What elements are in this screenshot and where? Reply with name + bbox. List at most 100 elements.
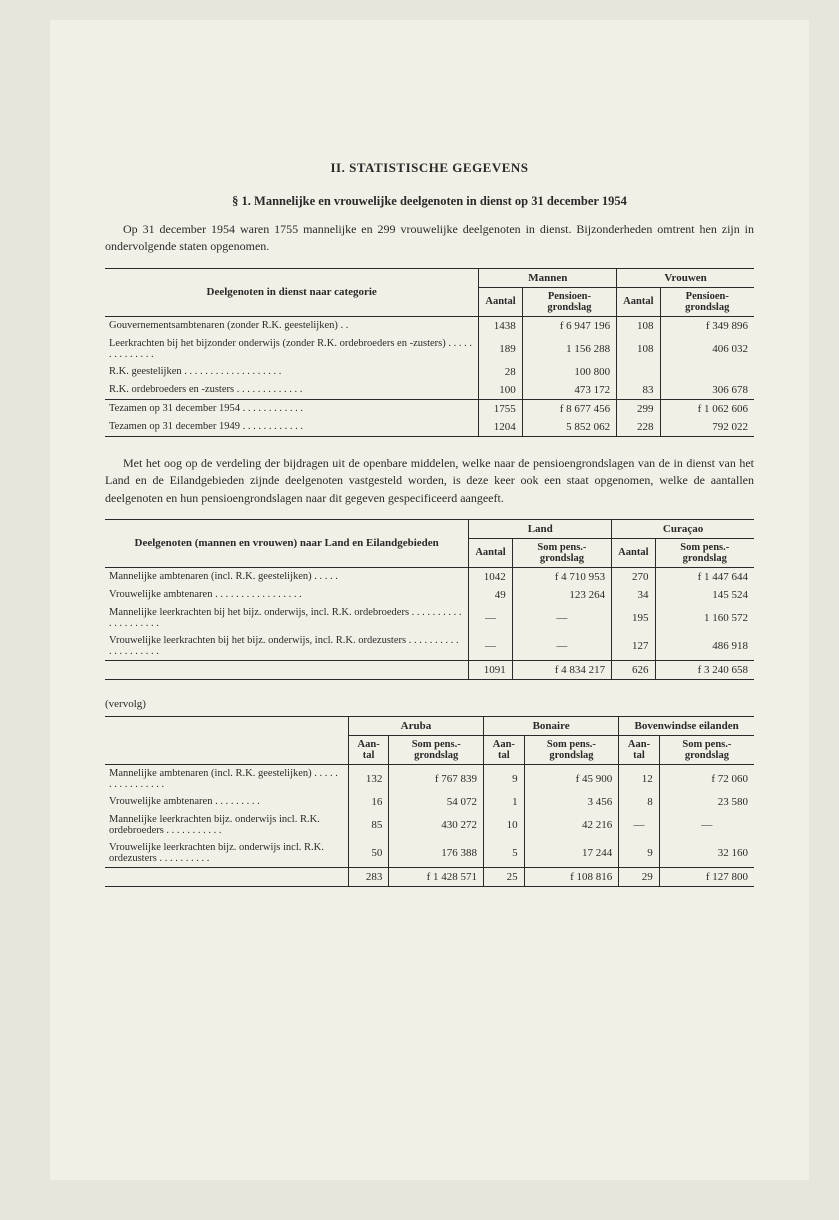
table-2-group-curacao: Curaçao [612, 519, 754, 538]
cell: f 45 900 [524, 764, 619, 793]
cell: f 1 428 571 [389, 867, 484, 886]
cell [617, 363, 660, 381]
table-1: Deelgenoten in dienst naar categorie Man… [105, 268, 754, 437]
table-3-subheader: Som pens.-grondslag [524, 735, 619, 764]
cell: 10 [484, 811, 525, 839]
mid-paragraph: Met het oog op de verdeling der bijdrage… [105, 455, 754, 507]
cell: f 4 710 953 [512, 567, 611, 586]
document-page: II. STATISTISCHE GEGEVENS § 1. Mannelijk… [50, 20, 809, 1180]
cell: 49 [469, 586, 512, 604]
cell: — [469, 604, 512, 632]
row-label: Mannelijke ambtenaren (incl. R.K. geeste… [105, 567, 469, 586]
table-row: R.K. ordebroeders en -zusters . . . . . … [105, 381, 754, 400]
row-label: Mannelijke ambtenaren (incl. R.K. geeste… [105, 764, 348, 793]
cell: 473 172 [522, 381, 616, 400]
table-1-group-mannen: Mannen [479, 268, 617, 287]
table-row: Tezamen op 31 december 1954 . . . . . . … [105, 399, 754, 418]
cell: 12 [619, 764, 660, 793]
table-row: Tezamen op 31 december 1949 . . . . . . … [105, 418, 754, 437]
continuation-label: (vervolg) [105, 698, 754, 710]
cell: 123 264 [512, 586, 611, 604]
cell: 9 [619, 839, 660, 868]
cell: 1091 [469, 660, 512, 679]
table-1-subheader: Pensioen-grondslag [660, 287, 754, 316]
row-label: Mannelijke leerkrachten bij het bijz. on… [105, 604, 469, 632]
table-row: Vrouwelijke ambtenaren . . . . . . . . .… [105, 586, 754, 604]
table-row: Mannelijke ambtenaren (incl. R.K. geeste… [105, 567, 754, 586]
cell: f 72 060 [659, 764, 754, 793]
table-1-subheader: Pensioen-grondslag [522, 287, 616, 316]
cell: 23 580 [659, 793, 754, 811]
cell: 1 [484, 793, 525, 811]
cell: f 349 896 [660, 316, 754, 335]
cell: 100 800 [522, 363, 616, 381]
cell: 34 [612, 586, 655, 604]
cell: 132 [348, 764, 389, 793]
table-3-group-bonaire: Bonaire [484, 716, 619, 735]
cell: 626 [612, 660, 655, 679]
table-row: R.K. geestelijken . . . . . . . . . . . … [105, 363, 754, 381]
table-3-subheader: Som pens.-grondslag [389, 735, 484, 764]
cell: 486 918 [655, 632, 754, 661]
cell: 42 216 [524, 811, 619, 839]
table-3-subheader: Som pens.-grondslag [659, 735, 754, 764]
cell: 28 [479, 363, 522, 381]
cell [660, 363, 754, 381]
row-label: Leerkrachten bij het bijzonder onderwijs… [105, 335, 479, 363]
table-3: Aruba Bonaire Bovenwindse eilanden Aan-t… [105, 716, 754, 887]
cell: — [469, 632, 512, 661]
table-1-subheader: Aantal [479, 287, 522, 316]
cell: 83 [617, 381, 660, 400]
table-2: Deelgenoten (mannen en vrouwen) naar Lan… [105, 519, 754, 680]
cell: 5 [484, 839, 525, 868]
row-label: Tezamen op 31 december 1954 . . . . . . … [105, 399, 479, 418]
cell: 430 272 [389, 811, 484, 839]
row-label: R.K. ordebroeders en -zusters . . . . . … [105, 381, 479, 400]
cell: f 3 240 658 [655, 660, 754, 679]
cell: 17 244 [524, 839, 619, 868]
cell: 127 [612, 632, 655, 661]
table-1-group-vrouwen: Vrouwen [617, 268, 754, 287]
table-1-row-header: Deelgenoten in dienst naar categorie [105, 268, 479, 316]
table-2-subheader: Aantal [612, 538, 655, 567]
table-2-subheader: Aantal [469, 538, 512, 567]
table-row: Mannelijke leerkrachten bij het bijz. on… [105, 604, 754, 632]
cell: 9 [484, 764, 525, 793]
table-row: Vrouwelijke leerkrachten bijz. onderwijs… [105, 839, 754, 868]
cell: — [512, 632, 611, 661]
table-2-group-land: Land [469, 519, 612, 538]
cell: 54 072 [389, 793, 484, 811]
row-label: Mannelijke leerkrachten bijz. onderwijs … [105, 811, 348, 839]
table-1-subheader: Aantal [617, 287, 660, 316]
table-3-subheader: Aan-tal [484, 735, 525, 764]
cell: — [659, 811, 754, 839]
row-label: Vrouwelijke leerkrachten bij het bijz. o… [105, 632, 469, 661]
cell: 189 [479, 335, 522, 363]
table-total-row: 283 f 1 428 571 25 f 108 816 29 f 127 80… [105, 867, 754, 886]
cell: 306 678 [660, 381, 754, 400]
section-title: II. STATISTISCHE GEGEVENS [105, 160, 754, 176]
intro-paragraph: Op 31 december 1954 waren 1755 mannelijk… [105, 221, 754, 256]
cell: 195 [612, 604, 655, 632]
cell: 108 [617, 335, 660, 363]
cell: — [512, 604, 611, 632]
table-2-row-header: Deelgenoten (mannen en vrouwen) naar Lan… [105, 519, 469, 567]
row-label: R.K. geestelijken . . . . . . . . . . . … [105, 363, 479, 381]
subsection-title: § 1. Mannelijke en vrouwelijke deelgenot… [105, 194, 754, 209]
table-3-subheader: Aan-tal [348, 735, 389, 764]
cell: 176 388 [389, 839, 484, 868]
cell: f 8 677 456 [522, 399, 616, 418]
table-3-group-aruba: Aruba [348, 716, 483, 735]
cell: 406 032 [660, 335, 754, 363]
table-row: Leerkrachten bij het bijzonder onderwijs… [105, 335, 754, 363]
cell: 85 [348, 811, 389, 839]
cell: 1755 [479, 399, 522, 418]
cell: 100 [479, 381, 522, 400]
cell: f 1 062 606 [660, 399, 754, 418]
cell: f 4 834 217 [512, 660, 611, 679]
cell: 299 [617, 399, 660, 418]
cell: 145 524 [655, 586, 754, 604]
table-3-group-bovenwindse: Bovenwindse eilanden [619, 716, 754, 735]
cell: 228 [617, 418, 660, 437]
table-row: Vrouwelijke leerkrachten bij het bijz. o… [105, 632, 754, 661]
